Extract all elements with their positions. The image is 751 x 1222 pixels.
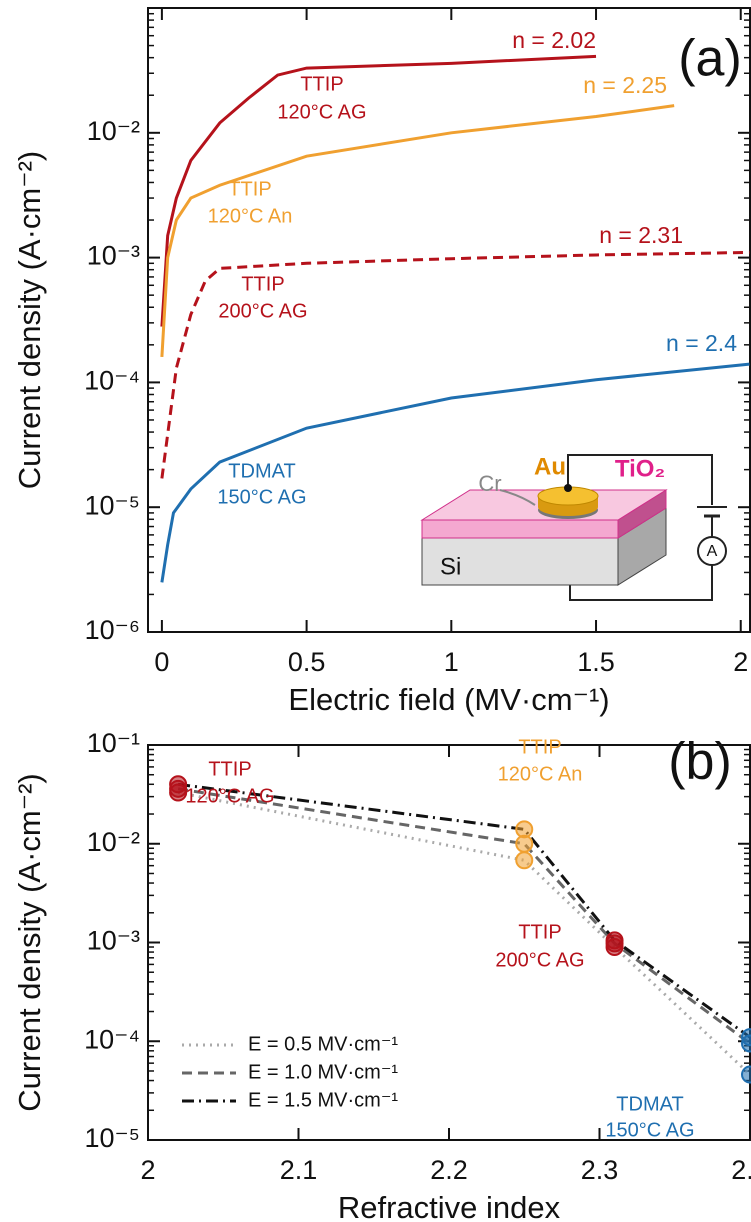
y-tick-label: 10⁻² bbox=[87, 116, 140, 146]
group-annotation: 200°C AG bbox=[495, 949, 584, 971]
data-point bbox=[742, 1029, 751, 1045]
y-axis-label: Current density (A·cm⁻²) bbox=[12, 773, 47, 1111]
data-point bbox=[170, 776, 186, 792]
y-tick-label: 10⁻⁶ bbox=[85, 615, 140, 645]
x-tick-label: 2.4 bbox=[731, 1155, 751, 1185]
y-tick-label: 10⁻⁴ bbox=[84, 366, 140, 396]
y-tick-label: 10⁻⁵ bbox=[85, 490, 140, 520]
y-tick-label: 10⁻³ bbox=[87, 926, 140, 956]
group-annotation: TTIP bbox=[518, 921, 561, 943]
x-tick-label: 2.3 bbox=[581, 1155, 619, 1185]
x-tick-label: 1.5 bbox=[577, 647, 615, 677]
panel-label: (b) bbox=[668, 733, 732, 791]
series-annotation: TTIP bbox=[241, 273, 284, 295]
si-label: Si bbox=[440, 553, 461, 580]
index-annotation: n = 2.4 bbox=[666, 330, 737, 356]
data-point bbox=[516, 821, 532, 837]
data-point bbox=[607, 932, 623, 948]
x-tick-label: 2.2 bbox=[430, 1155, 468, 1185]
series-annotation: TTIP bbox=[300, 73, 343, 95]
tio2-label: TiO₂ bbox=[615, 455, 665, 482]
y-tick-label: 10⁻⁵ bbox=[85, 1123, 140, 1153]
x-tick-label: 0.5 bbox=[288, 647, 326, 677]
series-annotation: 120°C An bbox=[208, 205, 293, 227]
x-tick-label: 2.1 bbox=[280, 1155, 318, 1185]
x-tick-label: 0 bbox=[154, 647, 169, 677]
tio2-front bbox=[422, 520, 618, 538]
series-line bbox=[162, 56, 596, 326]
index-annotation: n = 2.02 bbox=[512, 27, 596, 53]
plot-area bbox=[178, 784, 750, 1074]
series-annotation: 120°C AG bbox=[277, 101, 366, 123]
group-annotation: 150°C AG bbox=[605, 1119, 694, 1141]
data-point bbox=[742, 1067, 751, 1083]
data-point bbox=[516, 852, 532, 868]
series-annotation: 200°C AG bbox=[218, 300, 307, 322]
legend-label: E = 0.5 MV·cm⁻¹ bbox=[248, 1033, 398, 1055]
cr-label: Cr bbox=[478, 471, 501, 496]
x-tick-label: 2 bbox=[733, 647, 748, 677]
x-tick-label: 2 bbox=[140, 1155, 155, 1185]
group-annotation: 120°C An bbox=[498, 763, 583, 785]
x-axis-label: Electric field (MV·cm⁻¹) bbox=[288, 682, 609, 717]
y-tick-label: 10⁻⁴ bbox=[84, 1024, 140, 1054]
series-annotation: TTIP bbox=[228, 178, 271, 200]
figure: 10⁻⁶ 10⁻⁵ 10⁻⁴ 10⁻³ 10⁻² 0 0.5 1 1.5 2 Electric fi… bbox=[0, 0, 751, 1222]
panel-label: (a) bbox=[678, 30, 742, 88]
y-tick-label: 10⁻¹ bbox=[87, 728, 140, 758]
page: 10⁻⁶ 10⁻⁵ 10⁻⁴ 10⁻³ 10⁻² 0 0.5 1 1.5 2 Electric fi… bbox=[0, 0, 751, 1222]
legend-label: E = 1.0 MV·cm⁻¹ bbox=[248, 1061, 398, 1083]
y-tick-label: 10⁻² bbox=[87, 827, 140, 857]
index-annotation: n = 2.25 bbox=[583, 72, 667, 98]
legend-label: E = 1.5 MV·cm⁻¹ bbox=[248, 1089, 398, 1111]
group-annotation: 120°C AG bbox=[185, 785, 274, 807]
group-annotation: TTIP bbox=[518, 736, 561, 758]
au-label: Au bbox=[534, 453, 566, 480]
x-axis-label: Refractive index bbox=[338, 1190, 561, 1222]
index-annotation: n = 2.31 bbox=[599, 222, 683, 248]
group-annotation: TTIP bbox=[208, 758, 251, 780]
series-annotation: TDMAT bbox=[228, 460, 295, 482]
series-line bbox=[178, 784, 750, 1037]
ammeter-label: A bbox=[707, 543, 718, 560]
y-tick-label: 10⁻³ bbox=[87, 241, 140, 271]
inset-schematic: Au TiO₂ Cr Si A bbox=[422, 453, 727, 600]
probe-contact bbox=[564, 484, 572, 492]
series-annotation: 150°C AG bbox=[217, 486, 306, 508]
x-tick-label: 1 bbox=[444, 647, 459, 677]
group-annotation: TDMAT bbox=[616, 1093, 683, 1115]
series-line bbox=[178, 789, 750, 1044]
y-axis-label: Current density (A·cm⁻²) bbox=[12, 151, 47, 489]
